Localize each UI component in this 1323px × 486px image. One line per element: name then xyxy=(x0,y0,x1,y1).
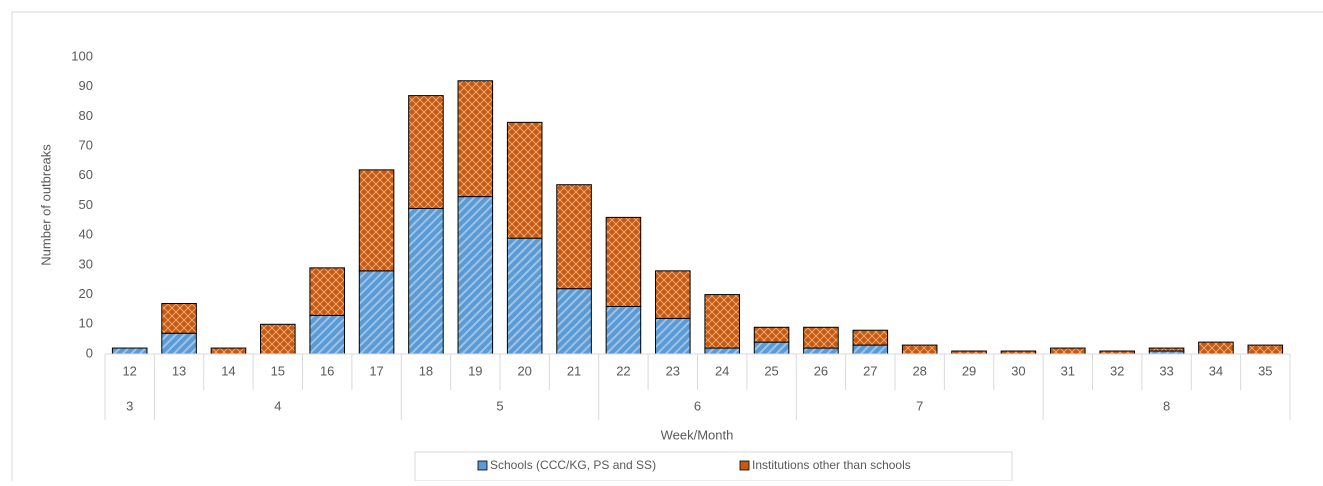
month-label: 3 xyxy=(126,398,133,413)
bar xyxy=(161,303,197,334)
bar xyxy=(408,95,444,209)
bar xyxy=(803,326,839,349)
x-tick-label: 17 xyxy=(369,363,383,378)
bar xyxy=(655,317,691,355)
bar xyxy=(1148,347,1185,352)
y-tick-label: 80 xyxy=(79,108,93,123)
bar xyxy=(803,347,839,355)
x-tick-label: 32 xyxy=(1110,363,1124,378)
bar xyxy=(556,288,592,355)
x-tick-label: 34 xyxy=(1209,363,1223,378)
month-label: 5 xyxy=(496,398,503,413)
bar xyxy=(358,169,395,272)
x-tick-label: 16 xyxy=(320,363,334,378)
y-tick-label: 60 xyxy=(79,167,93,182)
x-tick-label: 31 xyxy=(1061,363,1075,378)
x-tick-label: 20 xyxy=(517,363,531,378)
legend-label: Schools (CCC/KG, PS and SS) xyxy=(490,458,656,472)
y-tick-label: 30 xyxy=(79,256,93,271)
x-tick-label: 26 xyxy=(814,363,828,378)
y-tick-label: 20 xyxy=(79,286,93,301)
bar xyxy=(852,344,889,355)
bar xyxy=(210,347,247,355)
bar xyxy=(605,216,642,307)
legend-swatch xyxy=(477,460,488,471)
y-tick-label: 50 xyxy=(79,197,93,212)
x-tick-label: 18 xyxy=(419,363,433,378)
x-tick-label: 14 xyxy=(221,363,235,378)
bar xyxy=(161,332,197,355)
bar xyxy=(506,237,543,355)
bar xyxy=(457,196,494,355)
bar xyxy=(605,305,642,355)
x-tick-label: 33 xyxy=(1159,363,1173,378)
bar xyxy=(457,80,494,198)
x-tick-label: 30 xyxy=(1011,363,1025,378)
x-tick-label: 21 xyxy=(567,363,581,378)
month-label: 4 xyxy=(274,398,281,413)
x-tick-label: 12 xyxy=(122,363,136,378)
x-tick-label: 22 xyxy=(616,363,630,378)
bar xyxy=(852,329,889,346)
bar xyxy=(408,207,444,355)
bar xyxy=(309,314,345,355)
bar xyxy=(753,326,790,343)
bar xyxy=(901,344,938,355)
x-tick-label: 19 xyxy=(468,363,482,378)
bar xyxy=(309,267,345,316)
bar xyxy=(704,347,740,355)
x-axis-title: Week/Month xyxy=(661,427,734,442)
month-label: 7 xyxy=(916,398,923,413)
month-label: 6 xyxy=(694,398,701,413)
month-label: 8 xyxy=(1163,398,1170,413)
bar xyxy=(556,184,592,290)
y-tick-label: 40 xyxy=(79,227,93,242)
legend-label: Institutions other than schools xyxy=(752,458,911,472)
x-tick-label: 24 xyxy=(715,363,729,378)
y-tick-label: 70 xyxy=(79,138,93,153)
legend-swatch xyxy=(739,460,750,471)
bar xyxy=(1198,341,1234,355)
bar xyxy=(111,347,148,355)
x-tick-label: 29 xyxy=(962,363,976,378)
x-tick-label: 15 xyxy=(271,363,285,378)
bar xyxy=(358,270,395,355)
x-tick-label: 35 xyxy=(1258,363,1272,378)
x-tick-label: 25 xyxy=(764,363,778,378)
y-tick-label: 0 xyxy=(86,345,93,360)
x-tick-label: 23 xyxy=(666,363,680,378)
bar xyxy=(655,270,691,319)
y-axis-title: Number of outbreaks xyxy=(38,144,53,266)
bar xyxy=(1050,347,1086,355)
x-tick-label: 27 xyxy=(863,363,877,378)
bar xyxy=(506,121,543,239)
y-tick-label: 90 xyxy=(79,78,93,93)
y-tick-label: 100 xyxy=(71,48,93,63)
x-tick-label: 13 xyxy=(172,363,186,378)
bar xyxy=(260,323,296,355)
bar xyxy=(1247,344,1284,355)
bar xyxy=(704,294,740,349)
y-tick-label: 10 xyxy=(79,316,93,331)
x-tick-label: 28 xyxy=(912,363,926,378)
bar xyxy=(753,341,790,355)
